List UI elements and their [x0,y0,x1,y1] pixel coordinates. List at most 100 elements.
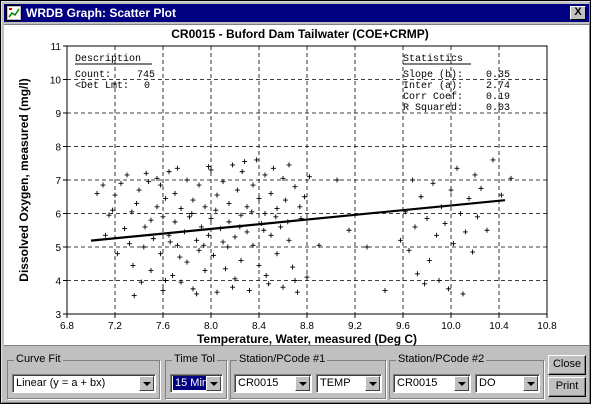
station1-pcode-dropdown-button[interactable] [365,376,380,391]
station1-station-value: CR0015 [238,377,279,389]
data-point [436,278,442,283]
print-button[interactable]: Print [548,377,586,397]
x-axis-ticks: 6.8 7.2 7.6 8.0 8.4 8.8 9.2 9.6 10.0 10.4 10.8 [60,314,557,332]
y-tick-label: 7 [55,176,61,187]
curve-fit-select[interactable]: Linear (y = a + bx) [12,374,156,393]
data-point [434,232,440,238]
time-tol-value: 15 Min [173,376,211,390]
window-close-button[interactable]: X [570,6,586,20]
station1-station-select[interactable]: CR0015 [234,374,312,393]
data-point [167,239,173,245]
det-limit-value: 0 [144,81,150,92]
data-point [94,190,100,196]
data-point [184,177,190,183]
x-axis-label: Temperature, Water, measured (Deg C) [197,332,417,346]
data-point [220,179,226,185]
data-point [442,221,448,227]
data-point [158,182,164,188]
scatter-chart: CR0015 - Buford Dam Tailwater (COE+CRMP)… [17,27,557,346]
curve-fit-group: Curve Fit Linear (y = a + bx) [7,353,160,399]
station2-station-select[interactable]: CR0015 [393,374,471,393]
y-axis-ticks: 3 4 5 6 7 8 9 10 11 [50,42,67,321]
data-point [266,281,272,287]
chart-title: CR0015 - Buford Dam Tailwater (COE+CRMP) [171,27,429,41]
x-tick-label: 6.8 [60,321,74,332]
data-point [412,224,418,230]
close-button[interactable]: Close [548,355,586,375]
data-point [124,172,130,178]
x-tick-label: 10.0 [441,321,461,332]
data-point [226,200,232,206]
title-bar[interactable]: WRDB Graph: Scatter Plot X [4,4,589,22]
station2-pcode-value: DO [479,377,496,389]
data-point [294,289,300,295]
time-tol-select[interactable]: 15 Min [170,374,223,393]
y-tick-label: 5 [55,243,61,254]
data-point [238,212,244,218]
data-point [239,169,245,175]
data-point [250,182,256,188]
data-point [126,241,132,247]
data-point [364,244,370,250]
data-point [297,204,303,210]
data-point [448,187,454,193]
data-point [146,179,152,185]
station1-station-dropdown-button[interactable] [295,376,310,391]
data-point [198,224,204,230]
station2-station-dropdown-button[interactable] [454,376,469,391]
data-point [122,226,128,232]
data-point [268,232,274,238]
data-point [254,157,260,163]
y-tick-label: 4 [55,277,61,288]
station2-pcode-dropdown-button[interactable] [523,376,538,391]
statistics-row-value: 0.19 [486,92,510,103]
data-point [410,177,416,183]
y-tick-label: 3 [55,310,61,321]
data-point [232,234,238,240]
data-point [148,267,154,273]
curve-fit-dropdown-button[interactable] [139,376,154,391]
data-point [274,205,280,211]
data-point [406,247,412,253]
chart-grid [67,46,547,314]
data-point [160,288,166,294]
data-point [214,289,220,295]
x-tick-label: 7.6 [156,321,170,332]
description-header: Description [75,53,141,65]
chart-area: CR0015 - Buford Dam Tailwater (COE+CRMP)… [4,24,589,346]
data-point [262,172,268,178]
data-point [426,257,432,263]
data-point [170,272,176,278]
count-value: 745 [137,70,155,81]
data-point [256,262,262,268]
data-point [244,229,250,235]
data-point [263,272,269,278]
data-point [230,284,236,290]
data-point [334,177,340,183]
data-point [268,190,274,196]
time-tol-dropdown-button[interactable] [206,376,221,391]
data-point [112,192,118,198]
scatter-points [94,157,514,299]
data-point [196,247,202,253]
statistics-rows: Slope (b): 0.35 Inter (a): 2.74 Corr Coef: 0.… [403,69,510,114]
statistics-row-label: Inter (a): [403,80,463,92]
data-point [174,242,180,248]
data-point [158,251,164,257]
station2-pcode-select[interactable]: DO [475,374,540,393]
data-point [114,251,120,257]
curve-fit-value: Linear (y = a + bx) [16,377,106,389]
count-label: Count: [75,70,111,81]
data-point [472,172,478,178]
data-point [106,212,112,218]
data-point [194,291,200,297]
time-tol-group: Time Tol 15 Min [165,353,227,399]
chevron-down-icon [299,382,307,386]
data-point [278,224,284,230]
data-point [466,195,472,201]
x-tick-label: 9.2 [348,321,362,332]
station1-pcode-select[interactable]: TEMP [316,374,382,393]
data-point [274,251,280,257]
data-point [206,232,212,238]
